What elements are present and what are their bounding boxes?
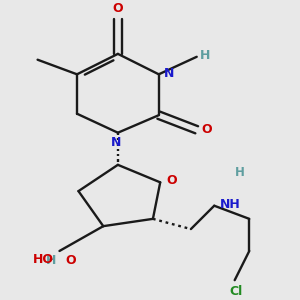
Text: O: O bbox=[201, 123, 212, 136]
Text: O: O bbox=[65, 254, 76, 267]
Text: N: N bbox=[111, 136, 122, 149]
Text: N: N bbox=[164, 67, 174, 80]
Text: HO: HO bbox=[33, 253, 54, 266]
Text: H: H bbox=[200, 50, 211, 62]
Text: H: H bbox=[46, 254, 56, 267]
Text: H: H bbox=[235, 166, 244, 178]
Text: O: O bbox=[112, 2, 123, 15]
Text: Cl: Cl bbox=[230, 285, 243, 298]
Text: NH: NH bbox=[220, 198, 240, 211]
Text: O: O bbox=[167, 174, 177, 188]
